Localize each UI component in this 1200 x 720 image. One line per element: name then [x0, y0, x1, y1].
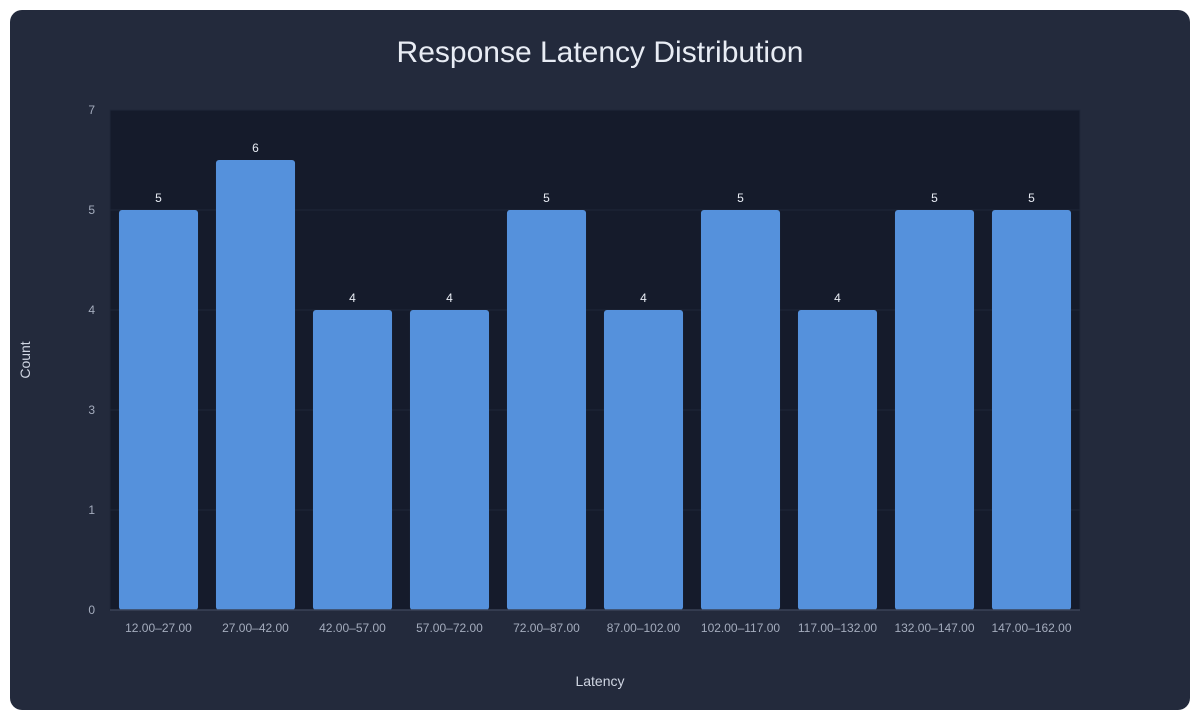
bar-value-label: 5 [1028, 191, 1035, 205]
bar [797, 310, 878, 610]
y-tick-label: 0 [88, 603, 95, 617]
x-axis-ticks: 12.00–27.00 27.00–42.00 42.00–57.00 57.00–7… [125, 621, 1072, 635]
bar-value-label: 4 [640, 291, 647, 305]
bar [991, 210, 1072, 610]
y-tick-label: 5 [88, 203, 95, 217]
bar [894, 210, 975, 610]
bar-value-label: 5 [155, 191, 162, 205]
bar-value-labels: 5 6 4 4 5 4 5 4 5 5 [155, 141, 1035, 305]
bars [118, 160, 1072, 610]
x-tick-label: 42.00–57.00 [319, 621, 386, 635]
bar [312, 310, 393, 610]
bar-value-label: 5 [737, 191, 744, 205]
bar-value-label: 4 [349, 291, 356, 305]
y-tick-label: 3 [88, 403, 95, 417]
bar [603, 310, 684, 610]
x-tick-label: 57.00–72.00 [416, 621, 483, 635]
y-tick-label: 1 [88, 503, 95, 517]
histogram-chart: 5 6 4 4 5 4 5 4 5 5 0 1 3 4 5 7 12.00–27.00 27.00–42.00… [17, 103, 1081, 689]
bar-value-label: 5 [543, 191, 550, 205]
chart-title: Response Latency Distribution [396, 36, 804, 69]
bar [215, 160, 296, 610]
y-axis-ticks: 0 1 3 4 5 7 [88, 103, 95, 617]
x-tick-label: 147.00–162.00 [991, 621, 1071, 635]
x-tick-label: 117.00–132.00 [798, 621, 878, 635]
x-tick-label: 12.00–27.00 [125, 621, 192, 635]
y-tick-label: 4 [88, 303, 95, 317]
bar-value-label: 5 [931, 191, 938, 205]
y-axis-title: Count [17, 341, 33, 378]
x-tick-label: 72.00–87.00 [513, 621, 580, 635]
bar-value-label: 4 [834, 291, 841, 305]
x-tick-label: 27.00–42.00 [222, 621, 289, 635]
bar [506, 210, 587, 610]
bar [409, 310, 490, 610]
x-axis-title: Latency [575, 673, 624, 689]
x-tick-label: 132.00–147.00 [894, 621, 974, 635]
bar [700, 210, 781, 610]
x-tick-label: 87.00–102.00 [607, 621, 681, 635]
x-tick-label: 102.00–117.00 [701, 621, 781, 635]
bar-value-label: 6 [252, 141, 259, 155]
bar [118, 210, 199, 610]
y-tick-label: 7 [88, 103, 95, 117]
bar-value-label: 4 [446, 291, 453, 305]
